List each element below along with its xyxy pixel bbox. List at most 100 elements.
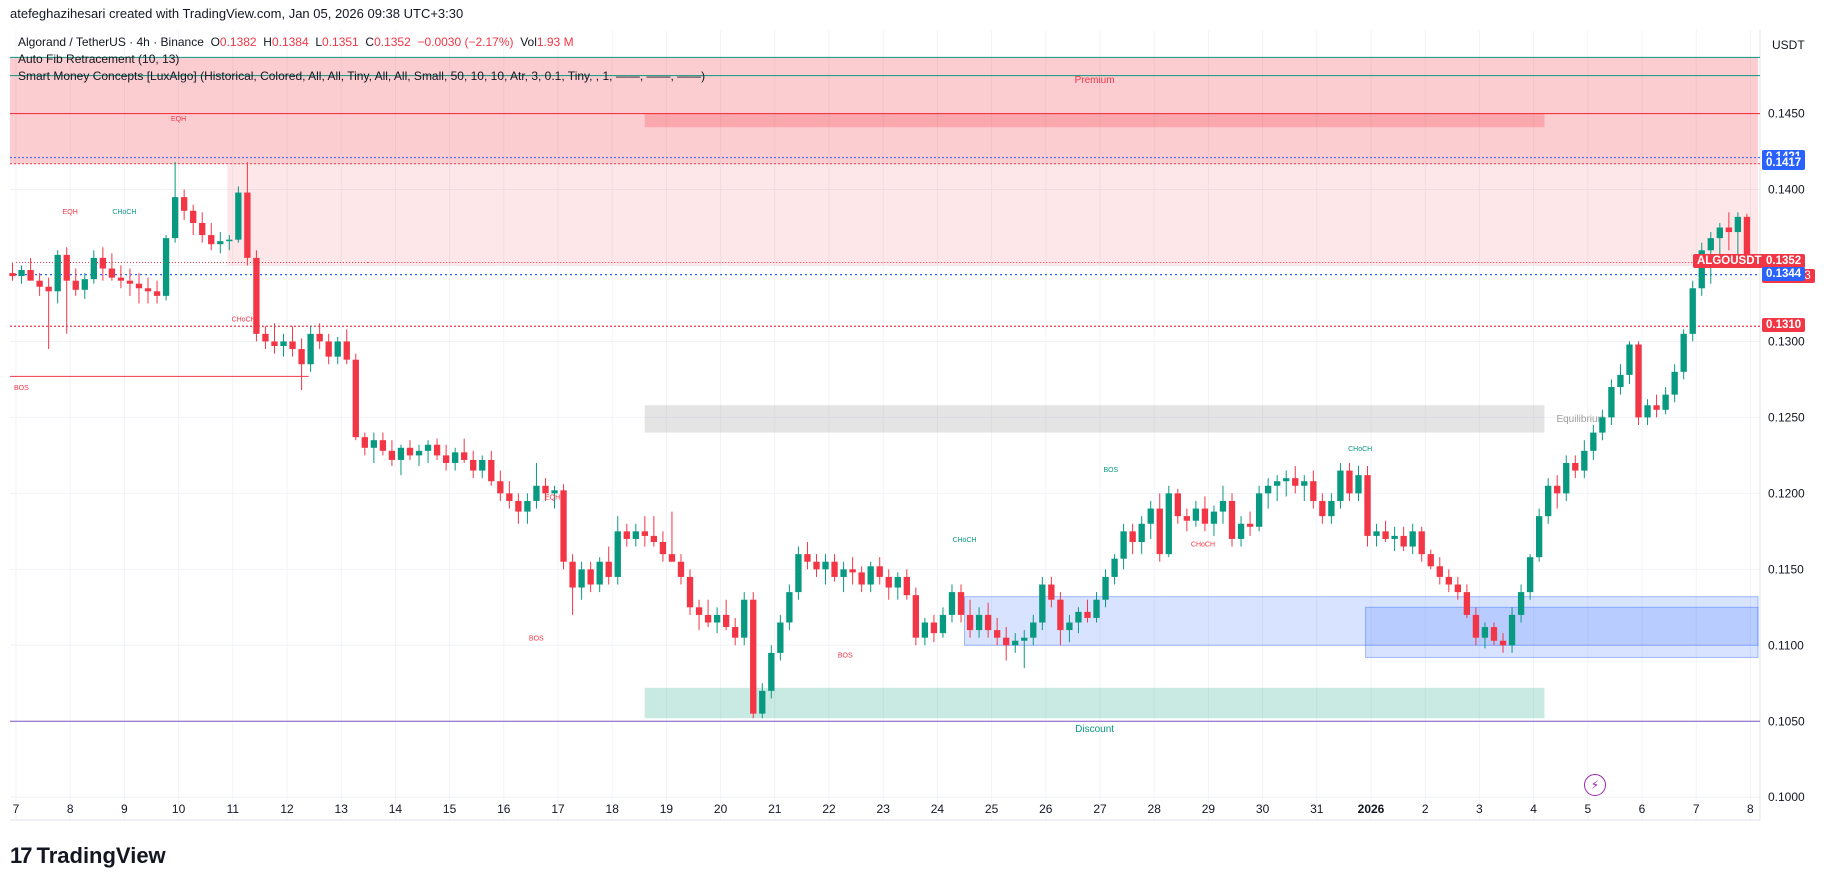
candle-body: [1039, 584, 1046, 623]
indicator-smc-legend[interactable]: Smart Money Concepts [LuxAlgo] (Historic…: [18, 69, 706, 83]
ohlc-low-label: L: [315, 35, 323, 49]
x-tick-label: 2: [1422, 802, 1429, 816]
x-tick-label: 6: [1639, 802, 1646, 816]
candle-body: [343, 341, 350, 360]
x-tick-label: 17: [551, 802, 565, 816]
candle-body: [1626, 344, 1633, 375]
candle-body: [1355, 475, 1362, 494]
equilibrium-label: Equilibrium: [1556, 414, 1605, 425]
candle-body: [524, 500, 531, 512]
candle-body: [984, 614, 992, 631]
x-tick-label: 23: [877, 802, 891, 816]
candle-body: [551, 490, 558, 494]
price-axis-label: 0.1417: [1762, 155, 1806, 170]
candle-body: [117, 277, 125, 281]
candle-body: [36, 280, 43, 287]
candle-body: [533, 485, 540, 501]
candle-body: [126, 280, 134, 284]
candle-body: [280, 341, 287, 346]
candle-body: [1373, 531, 1380, 536]
candle-body: [27, 270, 34, 281]
x-tick-label: 11: [227, 802, 240, 816]
candle-body: [1391, 535, 1398, 539]
candle-body: [72, 280, 79, 290]
y-tick-label: 0.1400: [1768, 183, 1805, 197]
x-tick-label: 8: [67, 802, 74, 816]
lightning-icon[interactable]: ⚡: [1584, 774, 1606, 796]
candle-body: [1301, 481, 1308, 486]
currency-label[interactable]: USDT: [1772, 38, 1805, 52]
x-tick-label: 20: [714, 802, 728, 816]
y-tick-label: 0.1250: [1768, 410, 1805, 424]
candle-body: [1129, 531, 1136, 542]
candle-body: [1030, 622, 1037, 638]
candle-body: [1563, 462, 1570, 494]
candle-body: [1617, 374, 1624, 388]
ohlc-close-label: C: [365, 35, 375, 49]
ohlc-change: −0.0030 (−2.17%): [417, 35, 514, 49]
tradingview-logo-icon: 17: [10, 843, 33, 868]
candle-body: [1635, 344, 1642, 418]
candle-body: [1075, 611, 1082, 623]
candle-body: [1526, 557, 1534, 593]
x-tick-label: 5: [1584, 802, 1591, 816]
candle-body: [659, 541, 667, 555]
candle-body: [171, 197, 179, 239]
structure-label: BOS: [1103, 467, 1118, 474]
candle-body: [397, 447, 405, 460]
candle-body: [605, 561, 612, 577]
candle-body: [1138, 523, 1145, 542]
symbol-price-tag: ALGOUSDT: [1693, 254, 1766, 269]
candle-body: [614, 531, 621, 577]
brand-name: TradingView: [36, 843, 166, 868]
candle-body: [1725, 227, 1733, 233]
candle-body: [415, 450, 423, 456]
candle-body: [587, 569, 594, 585]
x-tick-label: 7: [1693, 802, 1700, 816]
candle-body: [975, 614, 983, 631]
indicator-fib-legend[interactable]: Auto Fib Retracement (10, 13): [18, 52, 180, 66]
candle-body: [361, 437, 368, 448]
candle-body: [903, 576, 910, 596]
structure-label: CHoCH: [952, 537, 976, 544]
candle-body: [1012, 640, 1019, 646]
candle-body: [253, 257, 260, 334]
candle-body: [135, 283, 143, 289]
price-axis-label: 0.1352: [1762, 254, 1806, 269]
candle-body: [822, 561, 829, 570]
candle-body: [1102, 576, 1109, 600]
candle-body: [596, 561, 603, 585]
structure-label: BOS: [529, 636, 544, 643]
candle-body: [307, 333, 314, 365]
candle-body: [90, 257, 97, 280]
candle-body: [153, 291, 161, 296]
candle-body: [1310, 481, 1317, 501]
candle-body: [1201, 508, 1209, 524]
structure-label: CHoCH: [232, 317, 256, 324]
candle-body: [858, 572, 865, 585]
price-axis-label: 0.1344: [1762, 266, 1806, 281]
candle-body: [208, 235, 215, 245]
candle-body: [325, 341, 332, 357]
candle-body: [1734, 216, 1742, 233]
equilibrium-zone: [644, 405, 1545, 433]
candle-body: [470, 459, 477, 471]
candle-body: [1219, 500, 1227, 512]
candle-body: [713, 614, 721, 623]
candle-body: [768, 652, 775, 691]
candle-body: [966, 614, 974, 631]
x-tick-label: 10: [172, 802, 186, 816]
candle-body: [1093, 599, 1100, 618]
candle-body: [668, 554, 676, 562]
candle-body: [1716, 227, 1723, 239]
candle-body: [795, 554, 802, 593]
candle-body: [81, 279, 88, 290]
candle-body: [1599, 417, 1606, 433]
candle-body: [722, 614, 730, 628]
candle-body: [406, 447, 414, 456]
candle-body: [1545, 485, 1552, 517]
symbol-legend-row[interactable]: Algorand / TetherUS · 4h · Binance O0.13…: [18, 34, 705, 51]
x-tick-label: 13: [335, 802, 349, 816]
candle-body: [1156, 508, 1163, 555]
